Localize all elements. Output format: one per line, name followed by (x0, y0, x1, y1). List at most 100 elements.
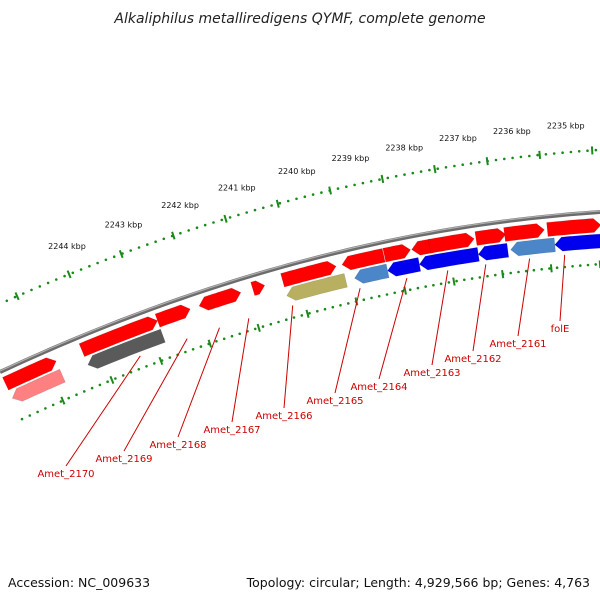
scale-dot (594, 263, 597, 266)
scale-dot (347, 302, 350, 305)
accession-text: Accession: NC_009633 (8, 575, 150, 590)
forward-gene (474, 228, 507, 246)
forward-gene (198, 295, 214, 311)
callout-line (123, 338, 188, 452)
scale-dot (67, 396, 70, 400)
gene-label: Amet_2168 (149, 440, 206, 451)
forward-gene (546, 218, 600, 237)
scale-dot (511, 156, 514, 160)
scale-dot (561, 151, 564, 154)
scale-tick (328, 186, 332, 195)
scale-dot (168, 356, 172, 359)
gene-label: Amet_2162 (444, 354, 501, 365)
reverse-gene (554, 233, 600, 252)
scale-label: 2244 kbp (48, 242, 86, 251)
callout-line (65, 355, 141, 467)
scale-dot (300, 314, 304, 317)
scale-dot (419, 170, 423, 173)
scale-dot (83, 390, 86, 393)
scale-dot (104, 258, 108, 262)
callout-line (334, 288, 361, 394)
scale-dot (532, 268, 536, 272)
scale-dot (71, 271, 75, 275)
scale-dot (96, 261, 99, 265)
scale-dot (519, 155, 523, 159)
scale-tick (501, 270, 505, 279)
scale-dot (215, 340, 218, 343)
scale-label: 2237 kbp (439, 134, 477, 143)
scale-dot (408, 288, 412, 292)
scale-dot (571, 265, 574, 268)
scale-dot (544, 153, 548, 156)
scale-dot (416, 286, 420, 290)
scale-dot (444, 166, 448, 169)
gene-label: Amet_2167 (203, 425, 260, 436)
scale-dot (386, 176, 390, 180)
scale-label: 2241 kbp (218, 183, 256, 192)
scale-tick (433, 165, 437, 174)
forward-gene (341, 248, 386, 271)
callout-line (177, 327, 220, 438)
scale-dot (517, 270, 520, 274)
scale-dot (13, 295, 17, 299)
forward-gene (78, 316, 158, 357)
scale-dot (75, 393, 78, 397)
scale-dot (222, 337, 226, 341)
scale-tick (275, 199, 280, 208)
scale-dot (137, 368, 141, 371)
scale-dot (191, 348, 195, 351)
scale-tick (354, 297, 359, 306)
scale-dot (361, 181, 365, 185)
scale-dot (486, 274, 489, 278)
reverse-gene (418, 247, 480, 271)
scale-dot (369, 180, 373, 183)
scale-dot (162, 237, 166, 241)
scale-dot (90, 386, 94, 390)
gene-label: Amet_2166 (255, 411, 312, 422)
scale-tick (60, 396, 66, 405)
reverse-gene (387, 257, 422, 277)
scale-dot (295, 197, 298, 201)
scale-dot (261, 325, 265, 328)
scale-dot (184, 350, 187, 354)
scale-dot (44, 407, 47, 410)
scale-label: 2235 kbp (547, 121, 585, 130)
scale-dot (403, 173, 406, 176)
scale-dot (63, 274, 66, 278)
pseudo-gene (286, 273, 348, 301)
scale-dot (5, 299, 9, 303)
scale-dot (436, 167, 440, 170)
scale-dot (203, 223, 207, 227)
scale-dot (378, 178, 381, 181)
inner-scale-ring (20, 260, 600, 421)
scale-dot (353, 183, 356, 187)
scale-dot (494, 273, 497, 277)
scale-dot (114, 377, 117, 380)
scale-tick (549, 264, 553, 273)
forward-gene (2, 357, 57, 391)
scale-dot (277, 320, 280, 324)
gene-label: folE (551, 324, 570, 335)
scale-dot (308, 312, 311, 315)
scale-tick (452, 277, 456, 286)
scale-label: 2238 kbp (385, 143, 423, 152)
scale-dot (439, 282, 443, 286)
scale-dot (453, 164, 456, 168)
scale-label: 2236 kbp (493, 127, 531, 136)
scale-dot (145, 365, 148, 368)
scale-tick (223, 214, 228, 223)
scale-dot (46, 281, 50, 285)
scale-dot (394, 174, 398, 178)
gene-label: Amet_2164 (350, 382, 407, 393)
forward-gene (250, 280, 266, 296)
scale-dot (129, 371, 133, 374)
scale-dot (540, 268, 543, 271)
scale-dot (586, 149, 589, 152)
scale-dot (370, 296, 373, 300)
callout-line (559, 254, 566, 322)
scale-dot (461, 163, 465, 166)
scale-dot (179, 231, 182, 235)
scale-dot (331, 305, 335, 309)
scale-dot (555, 266, 559, 270)
